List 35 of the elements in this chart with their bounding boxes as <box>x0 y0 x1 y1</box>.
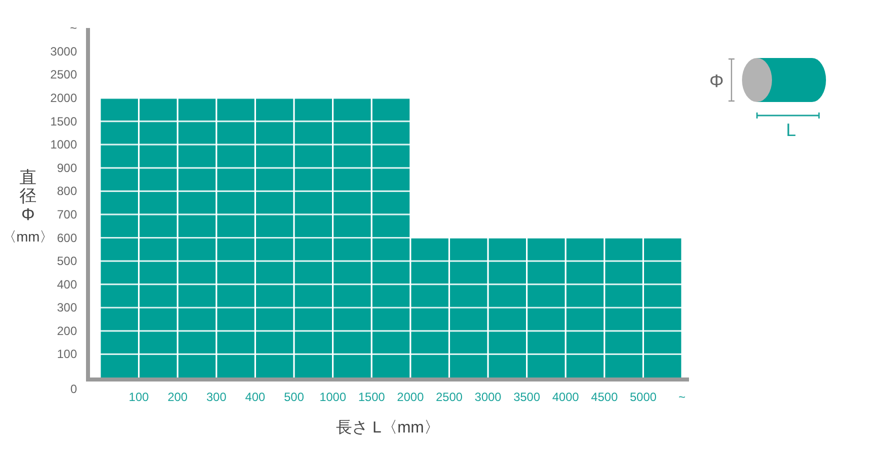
x-tick-label: 2500 <box>436 390 463 404</box>
text: 100 <box>56 347 78 362</box>
x-tick-label: 2000 <box>397 390 424 404</box>
text: 2500 <box>50 68 78 82</box>
text: 1500 <box>50 114 78 128</box>
y-axis-title: 直径 Φ 〈mm〉 <box>2 168 54 244</box>
x-tick-label: 3500 <box>513 390 540 404</box>
text: 300 <box>56 300 78 315</box>
x-tick-label: 4000 <box>552 390 580 404</box>
x-tick-label: 3000 <box>474 390 502 404</box>
text: 500 <box>56 254 78 268</box>
x-tick-label: 300 <box>206 390 227 404</box>
text: 3000 <box>50 44 78 58</box>
text: 2000 <box>50 91 78 106</box>
text: 600 <box>56 230 78 245</box>
x-tick-label: 4500 <box>591 390 618 404</box>
text: Φ <box>709 71 724 91</box>
x-tick-label: 1000 <box>319 390 346 404</box>
text: 0 <box>70 382 78 396</box>
x-tick-label: 1500 <box>358 390 386 404</box>
text: ~ <box>70 21 77 36</box>
x-axis-title: 長さ L〈mm〉 <box>336 420 440 436</box>
x-tick-label: 100 <box>128 390 150 404</box>
x-tick-label: 5000 <box>630 390 657 404</box>
x-tick-label: 200 <box>168 390 188 404</box>
text: 900 <box>56 160 78 175</box>
text: 400 <box>56 277 78 292</box>
text: 800 <box>56 184 78 198</box>
text: L <box>786 120 796 140</box>
x-tick-label: ~ <box>678 390 686 404</box>
text: 700 <box>56 207 78 222</box>
text: 1000 <box>50 138 78 152</box>
x-tick-label: 400 <box>245 390 266 404</box>
text: 200 <box>56 324 78 338</box>
x-tick-label: 500 <box>284 390 304 404</box>
